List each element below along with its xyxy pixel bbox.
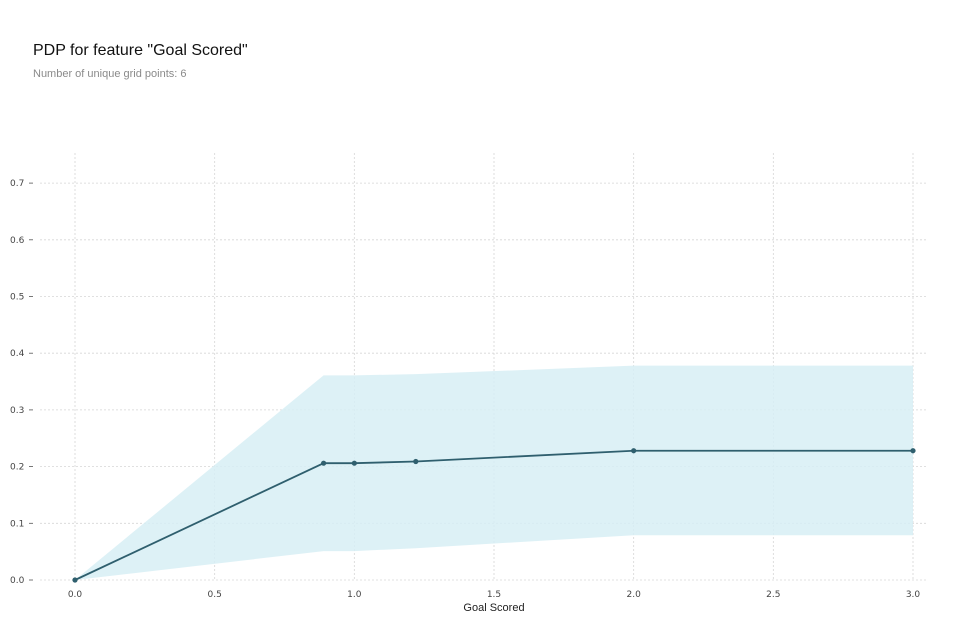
y-tick-label: 0.5	[10, 293, 24, 303]
chart-subtitle: Number of unique grid points: 6	[33, 68, 187, 80]
x-axis-ticks: 0.0 0.5 1.0 1.5 2.0 2.5 3.0	[68, 590, 921, 600]
pdp-point-3	[413, 458, 419, 465]
y-tick-label: 0.7	[10, 179, 24, 189]
pdp-point-2	[351, 460, 357, 466]
y-tick-label: 0.3	[10, 406, 24, 416]
pdp-point-0	[72, 577, 78, 583]
pdp-point-1	[321, 460, 327, 466]
pdp-point-5	[910, 448, 916, 454]
x-tick-label: 2.5	[766, 590, 780, 600]
pdp-series-line	[74, 449, 913, 581]
confidence-band	[75, 365, 913, 580]
pdp-points	[72, 448, 916, 583]
y-tick-label: 0.2	[10, 463, 24, 473]
x-axis-label: Goal Scored	[463, 602, 524, 614]
y-tick-label: 0.0	[10, 576, 25, 586]
x-tick-label: 1.5	[487, 590, 501, 600]
x-tick-label: 0.0	[68, 590, 83, 600]
x-tick-label: 3.0	[906, 590, 921, 600]
x-tick-label: 1.0	[347, 590, 362, 600]
y-tick-label: 0.1	[10, 519, 24, 529]
y-tick-label: 0.4	[10, 349, 25, 359]
y-axis-ticks: 0.0 0.1 0.2 0.3 0.4 0.5 0.6 0.7	[10, 179, 33, 586]
confidence-band-area	[75, 365, 913, 580]
x-tick-label: 2.0	[627, 590, 642, 600]
pdp-point-4	[631, 448, 637, 454]
y-tick-label: 0.6	[10, 236, 25, 246]
x-tick-label: 0.5	[208, 590, 222, 600]
chart-title: PDP for feature "Goal Scored"	[33, 42, 248, 59]
pdp-line	[74, 449, 913, 581]
